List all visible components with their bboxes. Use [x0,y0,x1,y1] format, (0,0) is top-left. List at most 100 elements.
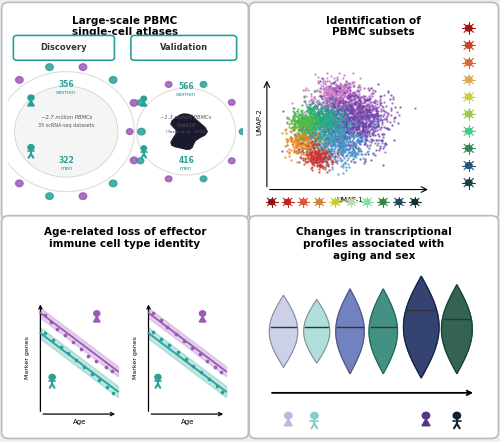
Point [317,163,325,170]
Point [314,144,322,151]
Point [328,108,336,115]
Point [326,120,334,127]
Point [370,132,378,139]
Point [336,93,344,100]
Point [376,99,384,106]
Point [336,144,344,151]
Point [356,106,364,113]
Point [342,116,349,123]
Point [320,150,328,157]
Point [352,141,360,149]
Point [308,158,316,165]
Point [340,86,348,93]
Point [340,119,348,126]
Point [324,93,332,100]
Point [321,112,329,119]
Circle shape [16,180,23,187]
Point [344,131,352,138]
Point [316,123,324,130]
Point [316,134,324,141]
Point [307,151,315,158]
Point [325,129,333,136]
Point [316,129,324,136]
Point [294,107,302,114]
Point [338,82,345,89]
Point [339,127,347,134]
Point [328,148,336,155]
Point [323,133,331,140]
Point [336,106,344,113]
Point [356,120,364,127]
Point [300,145,308,152]
Point [294,138,302,145]
Point [393,108,401,115]
Point [352,122,360,130]
Point [361,108,369,115]
Point [308,156,316,164]
Point [294,114,302,121]
Point [360,150,368,157]
Point [315,151,323,158]
Point [330,128,338,135]
Point [322,88,330,95]
Point [323,106,331,113]
Point [358,137,366,144]
Point [302,119,310,126]
Point [337,115,345,122]
Point [357,147,365,154]
Point [348,146,356,153]
Point [322,120,330,127]
Point [344,139,352,146]
Point [278,147,286,154]
Point [296,121,304,128]
Point [287,135,295,142]
Point [346,92,354,99]
Point [313,130,321,137]
Point [302,126,310,133]
Point [314,129,322,136]
Point [316,123,324,130]
Point [333,91,341,98]
Point [339,85,347,92]
Point [338,137,346,144]
Point [365,95,373,102]
Point [320,126,328,133]
Point [302,113,310,120]
Point [327,99,335,107]
Point [304,141,312,148]
Point [356,104,364,111]
Point [338,127,346,134]
Point [336,129,344,136]
Point [356,130,364,137]
Point [325,107,333,114]
Point [298,125,306,132]
Point [292,119,300,126]
Point [204,358,212,365]
Point [340,88,347,95]
Point [358,133,366,140]
Point [304,133,312,141]
Point [328,135,336,142]
Point [298,144,306,151]
Point [366,122,374,129]
Point [299,115,307,122]
Point [350,92,358,99]
Point [322,137,330,145]
Point [328,127,336,134]
Point [306,133,314,140]
Point [304,135,312,142]
Point [290,105,298,112]
Point [319,90,327,97]
Point [366,126,374,133]
Point [292,143,300,150]
Point [310,123,318,130]
Point [374,119,382,126]
Point [302,126,310,133]
Point [296,121,304,128]
Point [368,126,376,133]
Point [380,134,388,141]
Point [339,149,347,156]
Point [352,120,360,127]
Point [316,143,324,150]
Point [374,122,382,129]
